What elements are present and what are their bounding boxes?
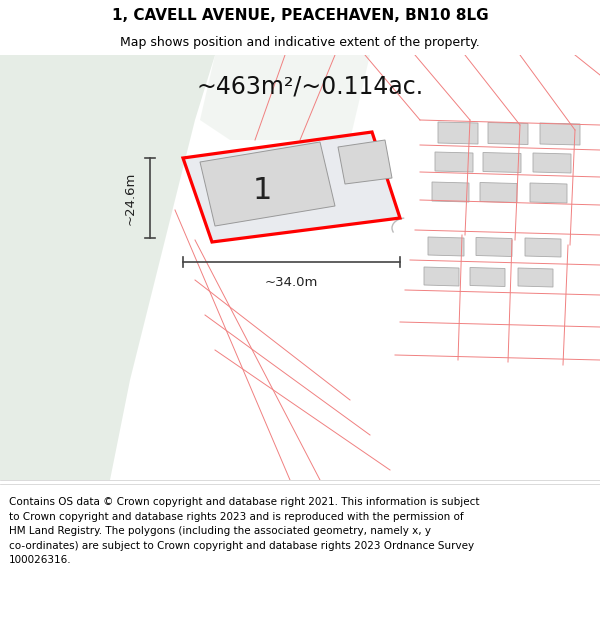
Polygon shape [533,153,571,173]
Polygon shape [488,122,528,144]
Polygon shape [438,122,478,144]
Polygon shape [428,237,464,256]
Text: ~34.0m: ~34.0m [265,276,318,289]
Text: ~24.6m: ~24.6m [124,171,137,225]
Polygon shape [338,140,392,184]
Polygon shape [183,132,400,242]
Polygon shape [518,268,553,287]
Polygon shape [200,55,370,140]
Polygon shape [525,238,561,257]
Polygon shape [530,183,567,203]
Polygon shape [200,142,335,226]
Text: Contains OS data © Crown copyright and database right 2021. This information is : Contains OS data © Crown copyright and d… [9,498,479,565]
Polygon shape [476,238,512,256]
Text: 1, CAVELL AVENUE, PEACEHAVEN, BN10 8LG: 1, CAVELL AVENUE, PEACEHAVEN, BN10 8LG [112,8,488,23]
Polygon shape [424,267,459,286]
Text: Map shows position and indicative extent of the property.: Map shows position and indicative extent… [120,36,480,49]
Text: ~463m²/~0.114ac.: ~463m²/~0.114ac. [196,75,424,99]
Polygon shape [432,182,469,202]
Polygon shape [480,182,517,203]
Polygon shape [470,268,505,286]
Polygon shape [0,55,215,480]
Polygon shape [435,152,473,172]
Text: 1: 1 [253,176,272,204]
Polygon shape [540,123,580,145]
Polygon shape [483,152,521,173]
